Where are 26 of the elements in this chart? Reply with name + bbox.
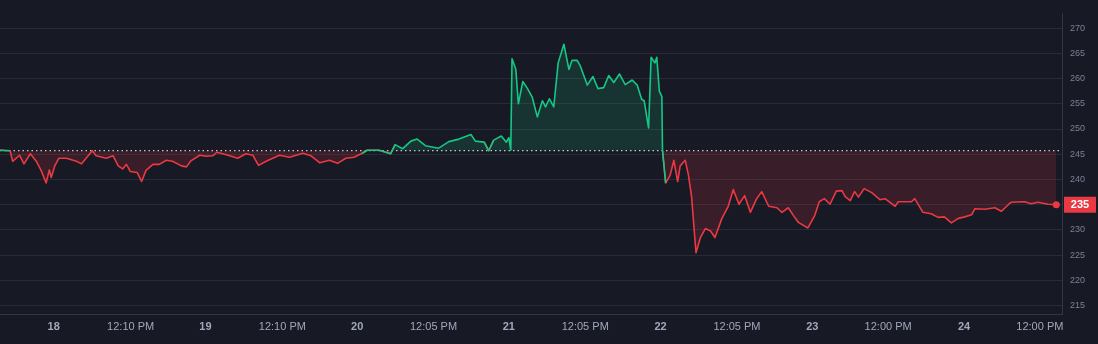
y-tick-label: 260 — [1070, 73, 1086, 84]
x-tick-label: 23 — [806, 320, 819, 333]
y-tick-label: 215 — [1070, 300, 1086, 311]
x-tick-label: 22 — [654, 320, 667, 333]
x-tick-label: 21 — [502, 320, 515, 333]
y-tick-label: 270 — [1070, 22, 1086, 33]
y-tick-label: 230 — [1070, 224, 1086, 235]
x-tick-label: 12:05 PM — [713, 320, 761, 333]
y-tick-label: 250 — [1070, 123, 1086, 134]
y-tick-label: 220 — [1070, 274, 1086, 285]
y-tick-label: 240 — [1070, 173, 1086, 184]
y-tick-label: 265 — [1070, 47, 1086, 58]
x-tick-label: 12:10 PM — [258, 320, 306, 333]
y-tick-label: 225 — [1070, 249, 1086, 260]
x-tick-label: 12:00 PM — [864, 320, 912, 333]
x-tick-label: 12:00 PM — [1016, 320, 1064, 333]
y-tick-label: 245 — [1070, 148, 1086, 159]
x-tick-label: 12:10 PM — [107, 320, 155, 333]
x-tick-label: 18 — [47, 320, 60, 333]
x-tick-label: 12:05 PM — [410, 320, 458, 333]
x-tick-label: 12:05 PM — [561, 320, 609, 333]
text: 235 — [1070, 198, 1090, 211]
x-tick-label: 24 — [957, 320, 972, 333]
x-tick-label: 19 — [199, 320, 212, 333]
x-tick-label: 20 — [351, 320, 364, 333]
y-tick-label: 255 — [1070, 98, 1086, 109]
